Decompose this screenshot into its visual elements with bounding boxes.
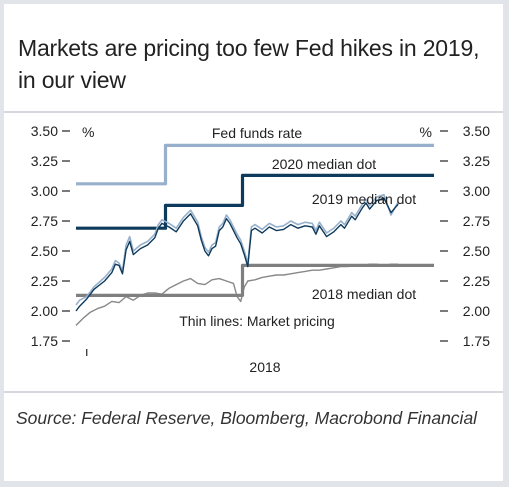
plot-panel — [4, 112, 503, 392]
y-tick-label-right: 2.50 — [463, 243, 490, 259]
y-tick-label-right: 2.25 — [463, 273, 490, 289]
y-axis-left: 3.50 3.25 3.00 2.75 2.50 2.25 2.00 1.75 — [31, 123, 70, 349]
y-tick-label-left: 1.75 — [31, 333, 58, 349]
series-2019-median-dot — [76, 173, 434, 230]
label-2020-median-dot: 2020 median dot — [272, 156, 376, 172]
series-2019-market-pricing — [75, 197, 399, 312]
chart-inner-title: Fed funds rate — [212, 125, 302, 141]
y-tick-label-left: 3.50 — [31, 123, 58, 139]
y-tick-label-left: 3.25 — [31, 153, 58, 169]
y-tick-label-right: 3.00 — [463, 183, 490, 199]
y-tick-label-right: 1.75 — [463, 333, 490, 349]
y-tick-label-right: 2.75 — [463, 213, 490, 229]
series-2020-median-dot — [76, 143, 434, 186]
y-tick-label-right: 3.25 — [463, 153, 490, 169]
series-layer — [75, 143, 434, 326]
y-tick-label-right: 2.00 — [463, 303, 490, 319]
chart-heading: Markets are pricing too few Fed hikes in… — [18, 35, 480, 93]
y-tick-label-left: 2.25 — [31, 273, 58, 289]
x-axis-year-label: 2018 — [249, 359, 280, 375]
y-tick-label-left: 2.00 — [31, 303, 58, 319]
label-2019-median-dot: 2019 median dot — [312, 191, 416, 207]
y-tick-label-left: 3.00 — [31, 183, 58, 199]
y-tick-label-left: 2.75 — [31, 213, 58, 229]
plot-area: 3.50 3.25 3.00 2.75 2.50 2.25 2.00 1.75 3.50 3.2… — [31, 123, 490, 375]
source-note: Source: Federal Reserve, Bloomberg, Macr… — [16, 408, 478, 428]
series-2018-median-dot — [76, 263, 434, 297]
label-market-pricing: Thin lines: Market pricing — [179, 313, 335, 329]
label-2018-median-dot: 2018 median dot — [312, 286, 416, 302]
y-unit-left: % — [82, 124, 94, 140]
y-tick-label-left: 2.50 — [31, 243, 58, 259]
y-tick-label-right: 3.50 — [463, 123, 490, 139]
series-2020-market-pricing — [75, 193, 399, 306]
y-unit-right: % — [420, 124, 432, 140]
y-axis-right: 3.50 3.25 3.00 2.75 2.50 2.25 2.00 1.75 — [440, 123, 490, 349]
